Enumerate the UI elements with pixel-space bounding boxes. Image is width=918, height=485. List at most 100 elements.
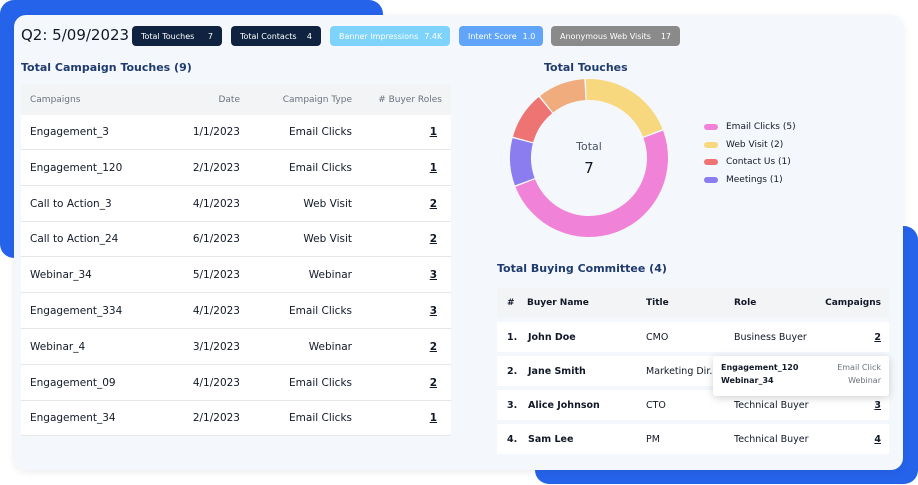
buyer-roles-link[interactable]: 3 [429,305,437,317]
legend-swatch [704,159,718,165]
campaign-type: Web Visit [303,197,352,210]
campaign-name: Engagement_334 [30,305,123,317]
donut-segment-contact-us[interactable] [512,96,553,143]
metric-pill-value: 7.4K [424,31,443,41]
campaign-type: Webinar [308,340,352,353]
buyer-number: 1. [507,331,518,343]
buyer-roles-link[interactable]: 2 [429,340,437,353]
metric-pill[interactable]: Banner Impressions 7.4K [330,26,450,46]
campaign-name: Call to Action_24 [30,233,119,246]
column-header-buyer-name[interactable]: Buyer Name [527,298,589,308]
campaign-name: Engagement_09 [30,376,116,389]
committee-table-header: # Buyer Name Title Role Campaigns [497,288,889,318]
buyer-role: Technical Buyer [734,399,809,411]
campaign-name: Engagement_120 [30,161,123,174]
buyer-title: CTO [646,399,666,411]
campaign-row[interactable]: Webinar_4 3/1/2023 Webinar 2 [21,330,451,365]
campaign-date: 1/1/2023 [192,126,240,138]
campaign-row[interactable]: Engagement_120 2/1/2023 Email Clicks 1 [21,151,451,186]
campaign-date: 4/1/2023 [192,305,240,317]
campaign-name: Webinar_34 [30,269,92,282]
buyer-name: Alice Johnson [528,399,600,411]
buyer-name: Jane Smith [528,365,586,377]
metric-pill[interactable]: Total Contacts 4 [231,26,321,46]
buyer-roles-link[interactable]: 1 [429,161,437,174]
donut-segment-meetings[interactable] [510,138,535,186]
campaign-date: 6/1/2023 [192,233,240,246]
column-header-campaigns[interactable]: Campaigns [825,298,881,308]
legend-swatch [704,142,718,148]
total-touches-title: Total Touches [544,61,628,74]
campaign-row[interactable]: Webinar_34 5/1/2023 Webinar 3 [21,258,451,294]
campaign-date: 2/1/2023 [192,161,240,174]
buyer-roles-link[interactable]: 2 [429,197,437,210]
buyer-title: PM [646,433,660,445]
campaign-date: 2/1/2023 [192,412,240,425]
metric-pill[interactable]: Intent Score 1.0 [459,26,543,46]
committee-row[interactable]: 1. John Doe CMO Business Buyer 2 [497,322,889,352]
campaign-type: Webinar [308,269,352,282]
column-header-buyer-roles[interactable]: # Buyer Roles [378,94,442,105]
buyer-role: Business Buyer [734,331,807,343]
tooltip-campaign-name: Engagement_120 [721,363,799,372]
buyer-title: CMO [646,331,669,343]
campaign-row[interactable]: Engagement_3 1/1/2023 Email Clicks 1 [21,115,451,150]
metric-pill-value: 17 [660,31,671,41]
campaign-date: 4/1/2023 [192,376,240,389]
buyer-roles-link[interactable]: 2 [429,233,437,246]
column-header-number: # [507,298,515,308]
buyer-roles-link[interactable]: 3 [429,269,437,282]
column-header-role[interactable]: Role [734,298,757,308]
metric-pill[interactable]: Total Touches 7 [132,26,222,46]
campaign-name: Engagement_3 [30,126,109,138]
campaign-row[interactable]: Call to Action_24 6/1/2023 Web Visit 2 [21,222,451,258]
campaign-touches-title: Total Campaign Touches (9) [21,61,192,74]
metric-pill-value: 4 [306,31,312,41]
total-touches-donut-chart: Total 7 [510,79,668,237]
legend-label: Meetings (1) [726,175,783,185]
campaign-row[interactable]: Engagement_09 4/1/2023 Email Clicks 2 [21,366,451,401]
legend-item-meetings: Meetings (1) [704,175,783,185]
buyer-campaigns-link[interactable]: 3 [874,399,881,411]
buyer-campaigns-link[interactable]: 2 [874,331,881,343]
campaign-name: Call to Action_3 [30,197,112,210]
buyer-campaigns-link[interactable]: 4 [874,433,881,445]
buyer-number: 2. [507,365,518,377]
donut-segment-email-clicks[interactable] [515,130,668,237]
buyer-roles-link[interactable]: 1 [429,126,437,138]
tooltip-item: Engagement_120 Email Click [721,363,881,372]
legend-swatch [704,177,718,183]
legend-label: Web Visit (2) [726,140,784,150]
column-header-title[interactable]: Title [646,298,669,308]
campaign-row[interactable]: Call to Action_3 4/1/2023 Web Visit 2 [21,187,451,222]
metric-pill[interactable]: Anonymous Web Visits 17 [551,26,680,46]
buyer-roles-link[interactable]: 1 [429,412,437,425]
campaign-name: Engagement_34 [30,412,116,425]
campaign-table: Campaigns Date Campaign Type # Buyer Rol… [21,84,451,437]
column-header-campaign-type[interactable]: Campaign Type [282,94,352,105]
campaign-row[interactable]: Engagement_34 2/1/2023 Email Clicks 1 [21,401,451,437]
buyer-name: Sam Lee [528,433,574,445]
buyer-number: 4. [507,433,518,445]
legend-label: Contact Us (1) [726,157,791,167]
tooltip-campaign-type: Email Click [837,363,881,372]
column-header-campaigns[interactable]: Campaigns [30,94,81,105]
donut-center-label: Total [575,140,602,153]
donut-segment-other[interactable] [540,79,586,113]
metric-pill-label: Anonymous Web Visits [560,31,651,41]
donut-segment-web-visit[interactable] [585,79,663,137]
campaign-date: 4/1/2023 [192,197,240,210]
campaign-row[interactable]: Engagement_334 4/1/2023 Email Clicks 3 [21,294,451,329]
committee-row[interactable]: 4. Sam Lee PM Technical Buyer 4 [497,424,889,454]
legend-label: Email Clicks (5) [726,122,796,132]
campaign-type: Email Clicks [289,126,352,138]
buyer-name: John Doe [528,331,576,343]
donut-center-value: 7 [584,159,594,177]
metric-pill-label: Banner Impressions [339,31,419,41]
tooltip-campaign-name: Webinar_34 [721,376,774,385]
campaigns-tooltip: Engagement_120 Email Click Webinar_34 We… [713,356,889,396]
column-header-date[interactable]: Date [218,94,240,105]
campaign-table-header: Campaigns Date Campaign Type # Buyer Rol… [21,84,451,115]
buyer-roles-link[interactable]: 2 [429,376,437,389]
buyer-number: 3. [507,399,518,411]
